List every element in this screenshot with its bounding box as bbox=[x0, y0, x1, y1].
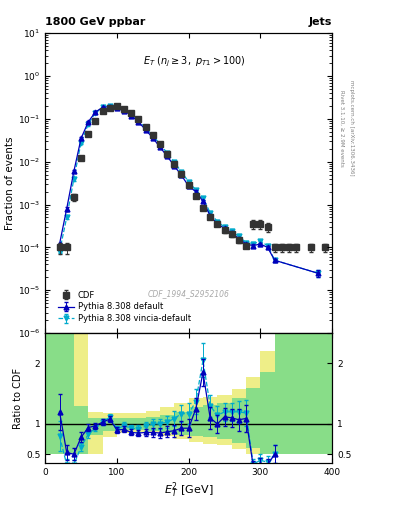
Text: Rivet 3.1.10, ≥ 2.9M events: Rivet 3.1.10, ≥ 2.9M events bbox=[339, 90, 344, 166]
Y-axis label: Ratio to CDF: Ratio to CDF bbox=[13, 368, 23, 429]
Text: Jets: Jets bbox=[309, 16, 332, 27]
X-axis label: $E_T^2$ [GeV]: $E_T^2$ [GeV] bbox=[164, 480, 213, 500]
Text: 1800 GeV ppbar: 1800 GeV ppbar bbox=[45, 16, 145, 27]
Legend: CDF, Pythia 8.308 default, Pythia 8.308 vincia-default: CDF, Pythia 8.308 default, Pythia 8.308 … bbox=[55, 288, 193, 326]
Y-axis label: Fraction of events: Fraction of events bbox=[5, 136, 15, 230]
Text: mcplots.cern.ch [arXiv:1306.3436]: mcplots.cern.ch [arXiv:1306.3436] bbox=[349, 80, 354, 176]
Text: $E_T\ (n_j \geq 3,\ p_{T1}{>}100)$: $E_T\ (n_j \geq 3,\ p_{T1}{>}100)$ bbox=[143, 54, 246, 69]
Text: CDF_1994_S2952106: CDF_1994_S2952106 bbox=[148, 290, 230, 298]
